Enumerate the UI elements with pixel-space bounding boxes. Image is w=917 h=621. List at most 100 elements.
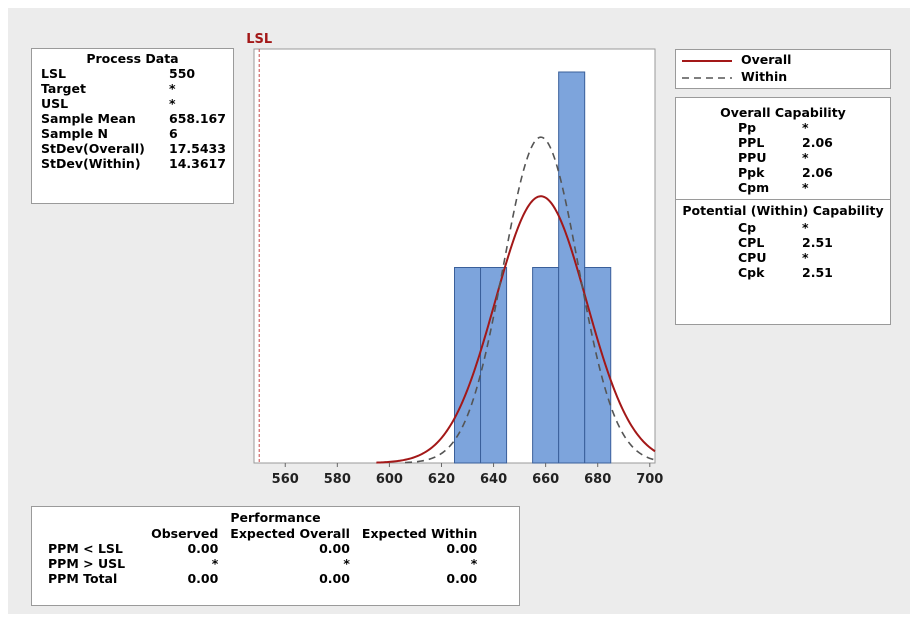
performance-cell: 0.00: [319, 541, 350, 556]
stat-row: Cp *: [676, 220, 890, 235]
performance-col-observed: Observed: [151, 526, 219, 541]
stat-row: Cpm *: [676, 180, 890, 195]
stat-row: LSL 550: [32, 66, 233, 81]
performance-header-row: Observed Expected Overall Expected Withi…: [42, 526, 483, 541]
performance-row-label: PPM < LSL: [48, 541, 123, 556]
performance-table: Observed Expected Overall Expected Withi…: [42, 526, 483, 586]
legend: Overall Within: [675, 49, 891, 89]
x-tick-label: 640: [480, 472, 507, 487]
performance-cell: 0.00: [446, 571, 478, 586]
histogram-bar: [584, 267, 612, 464]
stat-value: *: [802, 150, 809, 165]
stat-value: *: [802, 250, 809, 265]
histogram-bar: [558, 71, 586, 464]
stat-value: 2.51: [802, 265, 833, 280]
overall-capability-section: Overall Capability Pp * PPL 2.06 PPU * Ppk 2.06…: [676, 98, 890, 195]
process-data-panel: Process Data LSL 550 Target * USL * Sample Mea…: [31, 48, 234, 204]
stat-row: Sample Mean 658.167: [32, 111, 233, 126]
stat-label: PPU: [738, 150, 767, 165]
table-row: PPM Total 0.00 0.00 0.00: [42, 571, 483, 586]
stat-label: Sample Mean: [41, 111, 136, 126]
x-tick-label: 560: [272, 472, 299, 487]
stat-label: Sample N: [41, 126, 108, 141]
curve-within: [404, 136, 656, 464]
x-tick-label: 580: [324, 472, 351, 487]
stat-row: PPL 2.06: [676, 135, 890, 150]
stat-label: Cpm: [738, 180, 770, 195]
curve-overall: [376, 195, 656, 464]
stat-value: 2.51: [802, 235, 833, 250]
legend-swatch-within: [682, 77, 732, 79]
performance-col-expected-within: Expected Within: [361, 526, 478, 541]
capability-panel: Overall Capability Pp * PPL 2.06 PPU * Ppk 2.06…: [675, 97, 891, 325]
stat-value: 17.5433: [169, 141, 226, 156]
lsl-label: LSL: [246, 32, 272, 47]
stat-label: USL: [41, 96, 69, 111]
stat-label: CPU: [738, 250, 767, 265]
stat-row: Sample N 6: [32, 126, 233, 141]
stat-value: *: [169, 81, 176, 96]
histogram-bar: [480, 267, 508, 464]
performance-cell: 0.00: [187, 571, 219, 586]
performance-cell: *: [211, 556, 219, 571]
stat-row: Cpk 2.51: [676, 265, 890, 280]
x-tick-label: 600: [376, 472, 403, 487]
stat-value: *: [802, 220, 809, 235]
performance-cell: 0.00: [319, 571, 350, 586]
stat-label: Target: [41, 81, 86, 96]
legend-label-overall: Overall: [741, 52, 792, 67]
performance-cell: *: [470, 556, 478, 571]
stat-label: StDev(Within): [41, 156, 141, 171]
stat-row: Pp *: [676, 120, 890, 135]
stat-label: Cp: [738, 220, 757, 235]
stat-label: LSL: [41, 66, 66, 81]
overall-capability-title: Overall Capability: [720, 105, 846, 120]
stat-row: Ppk 2.06: [676, 165, 890, 180]
stat-value: 14.3617: [169, 156, 226, 171]
x-tick-label: 680: [584, 472, 611, 487]
stat-value: 2.06: [802, 165, 833, 180]
x-tick-label: 660: [532, 472, 559, 487]
stat-value: 2.06: [802, 135, 833, 150]
stat-row: StDev(Within) 14.3617: [32, 156, 233, 171]
stat-row: CPL 2.51: [676, 235, 890, 250]
performance-cell: 0.00: [187, 541, 219, 556]
stat-value: *: [802, 180, 809, 195]
legend-swatch-overall: [682, 60, 732, 62]
table-row: PPM > USL * * *: [42, 556, 483, 571]
performance-cell: 0.00: [446, 541, 478, 556]
stat-value: 658.167: [169, 111, 226, 126]
x-tick-label: 700: [636, 472, 663, 487]
stat-value: *: [169, 96, 176, 111]
x-tick-label: 620: [428, 472, 455, 487]
stat-label: StDev(Overall): [41, 141, 145, 156]
stat-value: *: [802, 120, 809, 135]
capability-divider: [676, 199, 890, 200]
performance-col-expected-overall: Expected Overall: [230, 526, 350, 541]
performance-header-blank: [42, 526, 145, 541]
performance-row-label: PPM > USL: [48, 556, 126, 571]
stat-label: PPL: [738, 135, 765, 150]
stat-row: StDev(Overall) 17.5433: [32, 141, 233, 156]
stat-row: CPU *: [676, 250, 890, 265]
stat-value: 550: [169, 66, 196, 81]
stat-row: USL *: [32, 96, 233, 111]
stat-row: Target *: [32, 81, 233, 96]
stat-label: Ppk: [738, 165, 765, 180]
performance-cell: *: [343, 556, 350, 571]
performance-title: Performance: [230, 510, 321, 525]
histogram-bar: [532, 267, 560, 464]
performance-row-label: PPM Total: [48, 571, 118, 586]
stat-row: PPU *: [676, 150, 890, 165]
stat-value: 6: [169, 126, 178, 141]
stat-label: Pp: [738, 120, 757, 135]
legend-label-within: Within: [741, 69, 788, 84]
potential-capability-title: Potential (Within) Capability: [682, 203, 884, 218]
process-data-title: Process Data: [86, 51, 179, 66]
table-row: PPM < LSL 0.00 0.00 0.00: [42, 541, 483, 556]
performance-panel: Performance Observed Expected Overall Ex…: [31, 506, 520, 606]
potential-capability-section: Potential (Within) Capability Cp * CPL 2.51…: [676, 200, 890, 280]
stat-label: CPL: [738, 235, 765, 250]
stat-label: Cpk: [738, 265, 765, 280]
